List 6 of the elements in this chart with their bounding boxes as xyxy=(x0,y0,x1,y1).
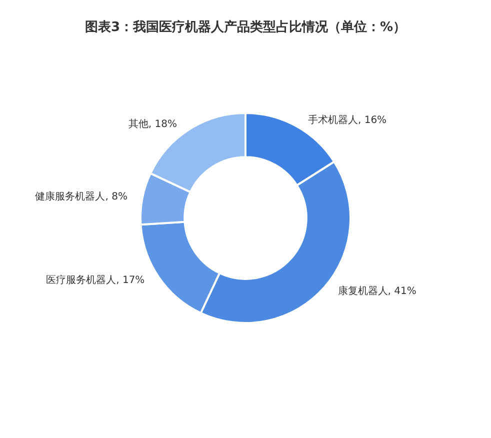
slice-label: 康复机器人, 41% xyxy=(338,284,416,297)
slice-label: 健康服务机器人, 8% xyxy=(35,190,128,203)
slice-label: 其他, 18% xyxy=(128,118,178,130)
slice-label: 医疗服务机器人, 17% xyxy=(46,274,145,286)
chart-title: 图表3：我国医疗机器人产品类型占比情况（单位：%） xyxy=(84,19,406,35)
slice-label: 手术机器人, 16% xyxy=(308,114,387,126)
